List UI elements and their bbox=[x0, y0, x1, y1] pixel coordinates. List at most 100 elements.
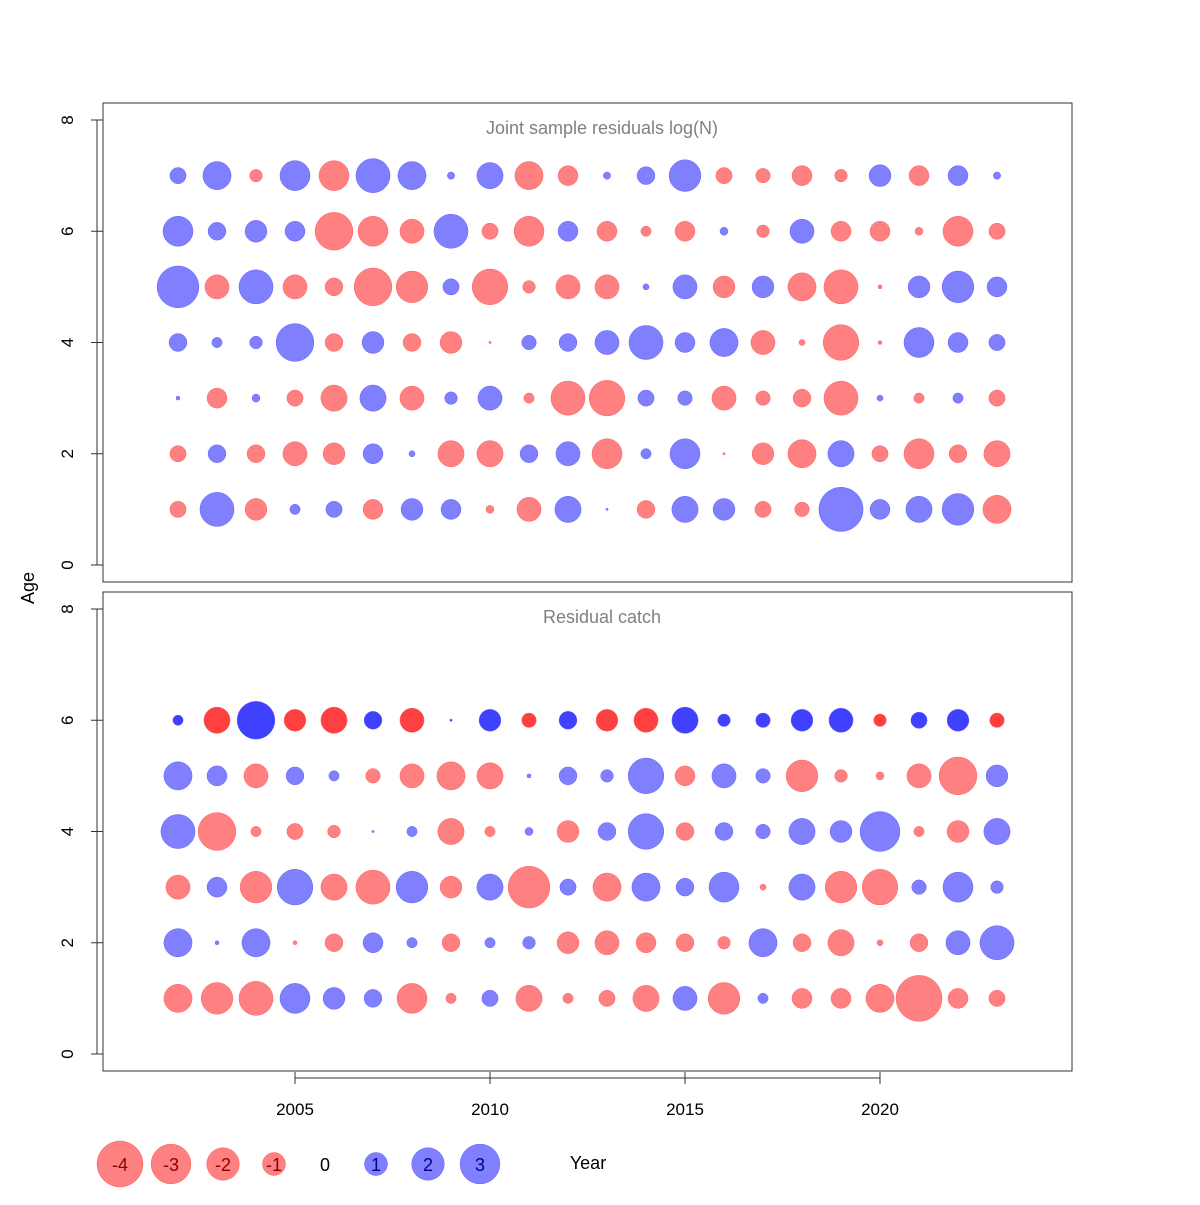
residual-bubble bbox=[748, 928, 778, 958]
residual-bubble bbox=[605, 507, 609, 511]
residual-bubble bbox=[362, 932, 384, 953]
residual-bubble bbox=[947, 988, 969, 1009]
residual-bubble bbox=[445, 992, 457, 1004]
residual-bubble bbox=[355, 869, 391, 905]
residual-bubble bbox=[507, 865, 551, 909]
residual-bubble bbox=[829, 820, 853, 843]
residual-bubble bbox=[558, 711, 578, 730]
x-tick-label: 2015 bbox=[666, 1100, 704, 1119]
residual-bubble bbox=[165, 874, 191, 900]
legend-bubble bbox=[206, 1147, 240, 1181]
residual-bubble bbox=[244, 498, 268, 521]
residual-bubble bbox=[788, 873, 816, 901]
residual-bubble bbox=[712, 275, 736, 299]
y-tick-label: 8 bbox=[58, 115, 77, 124]
legend-item: -1 bbox=[262, 1152, 286, 1176]
residual-bubble bbox=[755, 168, 771, 184]
residual-bubble bbox=[982, 495, 1012, 524]
residual-bubble bbox=[442, 278, 460, 296]
residual-bubble bbox=[524, 827, 534, 836]
residual-bubble bbox=[914, 227, 924, 236]
residual-bubble bbox=[791, 988, 813, 1009]
residual-bubble bbox=[320, 873, 348, 901]
residual-bubble bbox=[200, 982, 234, 1015]
residual-bubble bbox=[324, 933, 344, 952]
residual-bubble bbox=[521, 334, 537, 351]
residual-bubble bbox=[162, 216, 194, 247]
residual-bubble bbox=[439, 875, 463, 899]
residual-bubble bbox=[513, 216, 545, 247]
residual-bubble bbox=[636, 166, 656, 185]
panel-1: Joint sample residuals log(N) 0 2 4 6 8 bbox=[58, 102, 1073, 583]
residual-bubble bbox=[603, 171, 611, 180]
residual-bubble bbox=[357, 216, 389, 247]
residual-bubble bbox=[876, 394, 884, 402]
residual-bubble bbox=[712, 498, 736, 521]
residual-bubble bbox=[558, 766, 578, 786]
residual-bubble bbox=[514, 161, 544, 190]
panel-title: Joint sample residuals log(N) bbox=[486, 118, 718, 138]
residual-bubble bbox=[708, 871, 740, 903]
residual-bubble bbox=[668, 159, 702, 192]
residual-bubble bbox=[292, 940, 298, 945]
residual-bubble bbox=[361, 331, 385, 354]
residual-bubble bbox=[907, 275, 931, 299]
residual-bubble bbox=[717, 713, 731, 727]
legend-label: 2 bbox=[423, 1155, 433, 1175]
y-tick-label: 6 bbox=[58, 716, 77, 725]
residual-bubble bbox=[169, 500, 187, 518]
residual-bubble bbox=[785, 759, 819, 792]
residual-bubble bbox=[876, 939, 884, 947]
y-tick-label: 0 bbox=[58, 1049, 77, 1058]
residual-bubble bbox=[979, 925, 1015, 961]
residual-bubble bbox=[824, 871, 858, 904]
residual-bubble bbox=[282, 274, 308, 300]
residual-bubble bbox=[942, 871, 974, 903]
legend-bubble bbox=[411, 1147, 445, 1181]
residual-bubble bbox=[199, 492, 235, 527]
residual-bubble bbox=[674, 332, 696, 353]
residual-bubble bbox=[794, 501, 810, 517]
legend-label: -1 bbox=[266, 1155, 282, 1175]
residual-bubble bbox=[910, 711, 928, 729]
legend-label: -3 bbox=[163, 1155, 179, 1175]
residual-bubble bbox=[447, 171, 455, 180]
residual-bubble bbox=[911, 879, 927, 895]
residual-bubble bbox=[988, 389, 1006, 407]
residual-bubble bbox=[437, 818, 465, 845]
residual-bubble bbox=[444, 391, 458, 405]
residual-bubble bbox=[989, 712, 1005, 728]
residual-bubble bbox=[484, 937, 496, 949]
residual-bubble bbox=[947, 165, 969, 186]
residual-bubble bbox=[828, 707, 854, 733]
residual-bubble bbox=[396, 983, 428, 1014]
residual-bubble bbox=[792, 933, 812, 952]
y-tick-label: 6 bbox=[58, 227, 77, 236]
residual-bubble bbox=[275, 323, 315, 362]
residual-bubble bbox=[595, 709, 619, 732]
residual-bubble bbox=[637, 389, 655, 407]
legend-bubble bbox=[364, 1152, 388, 1176]
legend-bubble bbox=[262, 1152, 286, 1176]
residual-bubble bbox=[827, 440, 855, 468]
residual-bubble bbox=[669, 438, 701, 469]
residual-bubble bbox=[722, 452, 726, 456]
residual-bubble bbox=[750, 330, 776, 355]
residual-bubble bbox=[557, 165, 579, 186]
residual-bubble bbox=[952, 392, 964, 404]
residual-bubble bbox=[627, 813, 665, 850]
residual-bubble bbox=[635, 932, 657, 953]
residual-bubble bbox=[365, 768, 381, 784]
residual-bubble bbox=[172, 714, 184, 726]
x-tick-label: 2010 bbox=[471, 1100, 509, 1119]
residual-bubble bbox=[484, 826, 496, 837]
residual-bubble bbox=[206, 876, 228, 898]
residual-bubble bbox=[869, 221, 891, 242]
residual-bubble bbox=[279, 160, 311, 191]
residual-bubble bbox=[754, 500, 772, 518]
residual-bubble bbox=[206, 765, 228, 787]
residual-bubble bbox=[631, 872, 661, 902]
residual-bubble bbox=[598, 989, 616, 1007]
legend-label: -2 bbox=[215, 1155, 231, 1175]
residual-bubble bbox=[714, 822, 734, 841]
